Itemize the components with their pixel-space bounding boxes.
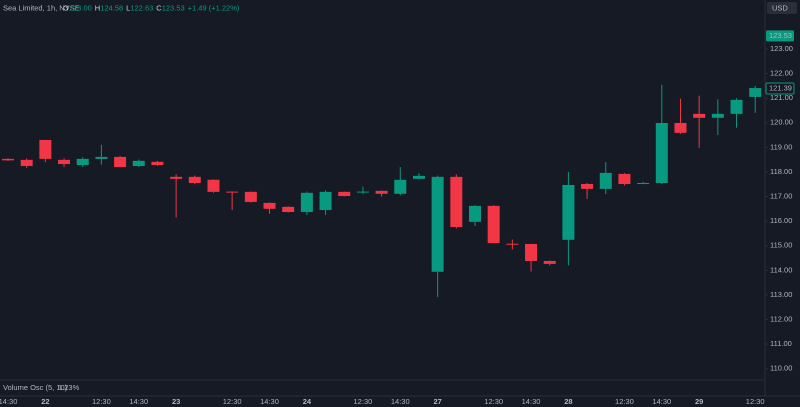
price-label-box: [765, 82, 795, 95]
x-tick-label: 14:30: [0, 397, 17, 406]
candle-body: [506, 243, 519, 245]
candle-body: [749, 88, 762, 97]
x-tick-label: 12:30: [615, 397, 634, 406]
y-tick-label: 119.00: [770, 142, 792, 151]
candle-body: [525, 243, 538, 261]
x-tick-label: 14:30: [652, 397, 671, 406]
candle-body: [375, 190, 388, 194]
candle-body: [282, 206, 295, 213]
x-tick-label: 12:30: [746, 397, 765, 406]
candle-body: [188, 176, 201, 183]
candle-body: [263, 202, 276, 209]
candle-body: [412, 175, 425, 179]
candle-body: [170, 176, 183, 179]
y-tick-label: 122.00: [770, 69, 793, 78]
ohlc-value: 122.63: [130, 3, 153, 12]
y-tick-label: 121.00: [770, 93, 793, 102]
x-tick-label: 14:30: [522, 397, 541, 406]
candle-body: [450, 176, 463, 228]
candle-body: [693, 113, 706, 118]
change: +1.49 (+1.22%): [188, 3, 240, 12]
x-tick-label: 12:30: [223, 397, 242, 406]
y-tick-label: 114.00: [770, 265, 792, 274]
candle-body: [20, 159, 33, 167]
candle-body: [2, 158, 14, 161]
x-tick-label: 14:30: [260, 397, 279, 406]
x-tick-label: 24: [303, 397, 312, 406]
x-tick-label: 23: [172, 397, 180, 406]
x-tick-label: 12:30: [354, 397, 373, 406]
y-tick-label: 118.00: [770, 167, 792, 176]
y-tick-label: 110.00: [770, 364, 792, 373]
y-tick-label: 120.00: [770, 118, 793, 127]
candle-body: [674, 122, 687, 133]
x-tick-label: 14:30: [391, 397, 410, 406]
x-tick-label: 29: [695, 397, 703, 406]
candle-body: [300, 192, 313, 213]
candle-body: [637, 182, 650, 184]
y-tick-label: 116.00: [770, 216, 792, 225]
candle-body: [543, 260, 556, 264]
candle-body: [356, 191, 369, 193]
currency: USD: [772, 3, 788, 12]
candle-body: [581, 183, 594, 189]
x-tick-label: 14:30: [129, 397, 148, 406]
ohlc-value: 123.53: [162, 3, 185, 12]
candle-body: [562, 184, 575, 240]
y-tick-label: 123.00: [770, 44, 793, 53]
x-tick-label: 12:30: [484, 397, 503, 406]
indicator-name: Volume Osc (5, 10): [3, 383, 68, 392]
y-tick-label: 115.00: [770, 241, 792, 250]
candle-body: [730, 99, 743, 114]
x-tick-label: 28: [564, 397, 572, 406]
ohlc-key: H: [95, 3, 100, 12]
candle-body: [618, 173, 631, 184]
ohlc-key: C: [156, 3, 162, 12]
price-label: 123.53: [769, 31, 792, 40]
y-tick-label: 113.00: [770, 290, 792, 299]
price-label: 121.39: [769, 84, 792, 93]
candle-body: [487, 205, 500, 244]
candle-body: [431, 176, 444, 272]
candle-body: [114, 156, 127, 168]
x-tick-label: 12:30: [92, 397, 111, 406]
ohlc-key: O: [63, 3, 69, 12]
ohlc-value: 123.00: [69, 3, 92, 12]
y-tick-label: 112.00: [770, 314, 792, 323]
price-label-box: [766, 30, 794, 42]
y-tick-label: 111.00: [770, 339, 792, 348]
ohlc-legend: O123.00 H124.58 L122.63 C123.53 +1.49 (+1.22…: [63, 3, 240, 12]
symbol: Sea Limited, 1h, NYSE: [3, 3, 80, 12]
candle-body: [207, 179, 220, 192]
candle-body: [58, 159, 71, 165]
candle-body: [319, 191, 332, 211]
candle-body: [76, 158, 89, 166]
candle-body: [95, 156, 108, 159]
candle-body: [394, 179, 407, 194]
candle-body: [39, 139, 52, 159]
candle-body: [711, 113, 724, 118]
x-tick-label: 22: [41, 397, 49, 406]
y-tick-label: 117.00: [770, 192, 792, 201]
candle-body: [151, 161, 164, 166]
ohlc-value: 124.58: [100, 3, 123, 12]
candle-body: [132, 160, 145, 167]
candle-body: [226, 191, 239, 193]
ohlc-key: L: [126, 3, 130, 12]
x-tick-label: 27: [433, 397, 441, 406]
candle-body: [599, 172, 612, 189]
candle-body: [469, 205, 481, 222]
candle-body: [338, 191, 351, 197]
candle-body: [244, 191, 257, 202]
indicator-value: 1.23%: [58, 383, 80, 392]
candle-body: [655, 122, 668, 183]
currency-box: [767, 2, 797, 14]
